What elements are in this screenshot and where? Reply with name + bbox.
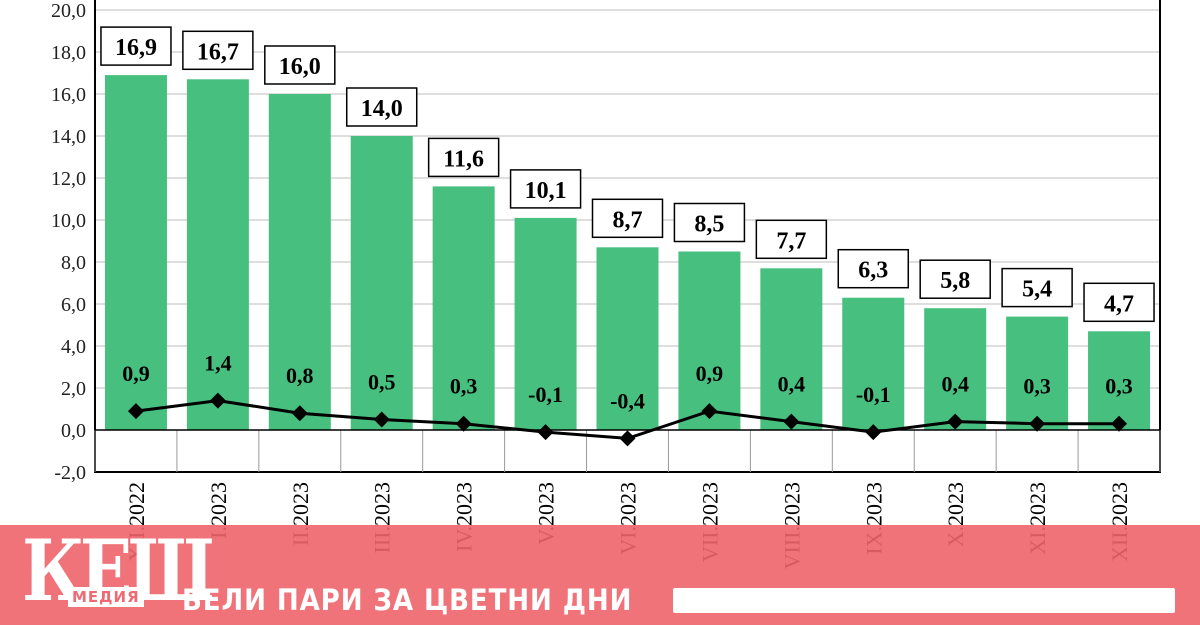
bar-label-box bbox=[673, 202, 746, 243]
bar-value-label: 11,6 bbox=[443, 146, 484, 172]
y-tick-label: 12,0 bbox=[51, 168, 86, 190]
bar bbox=[760, 268, 823, 430]
bar-label-box bbox=[919, 259, 991, 299]
line-marker bbox=[947, 413, 964, 430]
bar bbox=[514, 217, 577, 430]
bar-label-box bbox=[591, 198, 664, 239]
line-marker bbox=[619, 430, 636, 447]
bar-label-box bbox=[345, 87, 418, 127]
logo-subtitle: МЕДИЯ bbox=[68, 587, 144, 607]
line-value-label: 0,4 bbox=[941, 372, 969, 397]
y-tick-label: 4,0 bbox=[61, 336, 86, 358]
bar bbox=[924, 308, 987, 430]
bar-value-label: 14,0 bbox=[361, 96, 403, 122]
bar-value-label: 5,8 bbox=[940, 268, 970, 294]
bar-label-box bbox=[837, 248, 910, 289]
bar bbox=[678, 251, 741, 430]
bar-value-label: 5,4 bbox=[1022, 277, 1052, 303]
bar-label-box bbox=[755, 219, 828, 260]
bar-value-label: 4,7 bbox=[1104, 291, 1134, 317]
bar-label-box bbox=[427, 137, 500, 178]
line-value-label: 0,9 bbox=[122, 361, 150, 386]
bar-value-label: 16,9 bbox=[115, 35, 157, 61]
line-marker bbox=[537, 424, 554, 441]
bar bbox=[186, 79, 249, 431]
line-marker bbox=[127, 403, 144, 420]
bar-label-box bbox=[1083, 282, 1155, 323]
line-value-label: 0,5 bbox=[368, 370, 396, 395]
y-tick-label: 8,0 bbox=[61, 252, 86, 274]
line-value-label: -0,1 bbox=[528, 382, 563, 407]
y-tick-label: 14,0 bbox=[51, 126, 86, 148]
y-tick-label: 0,0 bbox=[61, 420, 86, 442]
line-marker bbox=[1111, 415, 1128, 432]
bar-value-label: 16,0 bbox=[279, 54, 321, 80]
bar-value-label: 6,3 bbox=[858, 258, 888, 284]
watermark-banner: КЕШ МЕДИЯ БЕЛИ ПАРИ ЗА ЦВЕТНИ ДНИ bbox=[0, 521, 1200, 625]
bar bbox=[596, 247, 659, 430]
y-tick-label: 20,0 bbox=[51, 0, 86, 22]
y-tick-label: 18,0 bbox=[51, 42, 86, 64]
line-value-label: -0,1 bbox=[856, 382, 891, 407]
line-value-label: 0,8 bbox=[286, 363, 314, 388]
bar bbox=[842, 297, 905, 430]
line-value-label: 1,4 bbox=[204, 351, 232, 376]
bar-label-box bbox=[182, 30, 254, 71]
bar-label-box bbox=[100, 26, 172, 66]
line-marker bbox=[209, 392, 226, 409]
bar-label-box bbox=[1001, 267, 1073, 308]
y-tick-label: 6,0 bbox=[61, 294, 86, 316]
bar-value-label: 8,7 bbox=[613, 207, 643, 233]
line-value-label: 0,3 bbox=[1023, 374, 1051, 399]
bar-value-label: 10,1 bbox=[525, 178, 567, 204]
line-value-label: 0,3 bbox=[1105, 374, 1133, 399]
bar-label-box bbox=[264, 45, 336, 85]
y-tick-label: 2,0 bbox=[61, 378, 86, 400]
bar bbox=[1006, 316, 1069, 430]
line-value-label: 0,3 bbox=[450, 374, 478, 399]
bar-label-box bbox=[509, 169, 582, 209]
slogan: БЕЛИ ПАРИ ЗА ЦВЕТНИ ДНИ bbox=[182, 583, 633, 617]
bar-value-label: 16,7 bbox=[197, 39, 239, 65]
y-tick-label: 16,0 bbox=[51, 84, 86, 106]
bar bbox=[1088, 331, 1151, 430]
line-marker bbox=[291, 405, 308, 422]
plot-frame bbox=[94, 0, 1161, 473]
line-value-label: -0,4 bbox=[610, 388, 645, 413]
line-marker bbox=[1029, 415, 1046, 432]
white-bar bbox=[673, 588, 1175, 613]
bar bbox=[104, 75, 167, 430]
bar bbox=[350, 136, 413, 430]
bar bbox=[432, 186, 495, 430]
line-marker bbox=[455, 415, 472, 432]
line-marker bbox=[783, 413, 800, 430]
bar bbox=[268, 94, 331, 430]
y-tick-label: -2,0 bbox=[54, 462, 86, 484]
bar-value-label: 7,7 bbox=[776, 228, 806, 254]
line-marker bbox=[701, 403, 718, 420]
line-value-label: 0,9 bbox=[696, 361, 724, 386]
line-marker bbox=[865, 424, 882, 441]
y-tick-label: 10,0 bbox=[51, 210, 86, 232]
line-value-label: 0,4 bbox=[778, 372, 806, 397]
bar-value-label: 8,5 bbox=[694, 212, 724, 238]
line-marker bbox=[373, 411, 390, 428]
